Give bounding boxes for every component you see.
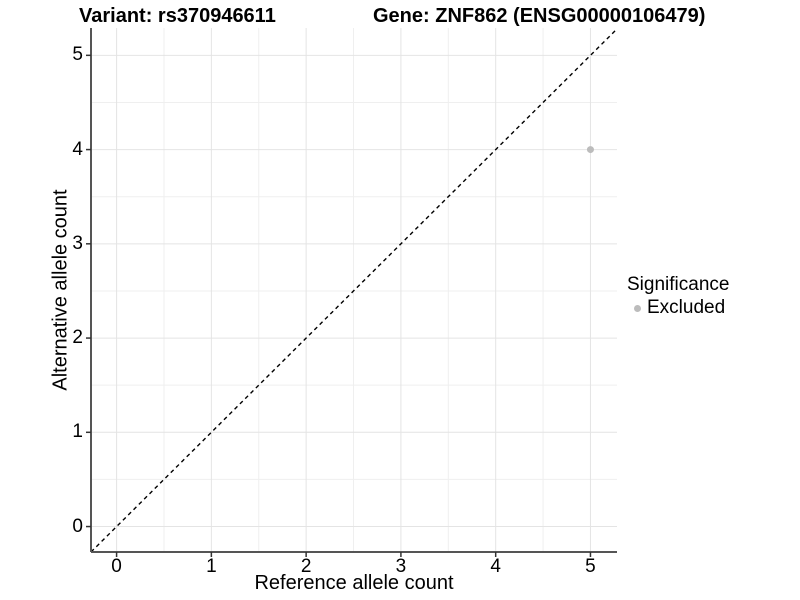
excluded-point-icon: [634, 304, 641, 312]
y-tick-label: 4: [72, 138, 83, 160]
x-axis-title: Reference allele count: [254, 572, 454, 594]
legend-title: Significance: [627, 274, 730, 295]
x-tick-label: 3: [395, 556, 407, 577]
x-tick-label: 1: [206, 556, 217, 577]
x-tick-label: 0: [111, 556, 122, 577]
plot-panel: [86, 28, 618, 557]
scatter-plot-canvas: [86, 28, 618, 557]
x-tick-label: 2: [300, 556, 312, 577]
legend-item-label: Excluded: [647, 297, 726, 318]
y-axis-title: Alternative allele count: [49, 189, 72, 391]
y-tick-label: 0: [72, 515, 83, 537]
y-tick-label: 2: [72, 327, 83, 349]
gene-title: Gene: ZNF862 (ENSG00000106479): [373, 5, 706, 27]
identity-line: [90, 28, 618, 553]
data-point: [586, 146, 594, 154]
x-tick-label: 4: [490, 556, 501, 577]
x-tick-label: 5: [585, 556, 596, 577]
y-tick-label: 3: [72, 232, 83, 254]
variant-title: Variant: rs370946611: [79, 5, 276, 27]
legend-item-excluded: Excluded: [627, 298, 729, 318]
y-tick-label: 5: [72, 44, 83, 66]
y-tick-label: 1: [72, 421, 83, 443]
legend: Significance Excluded: [627, 274, 729, 318]
